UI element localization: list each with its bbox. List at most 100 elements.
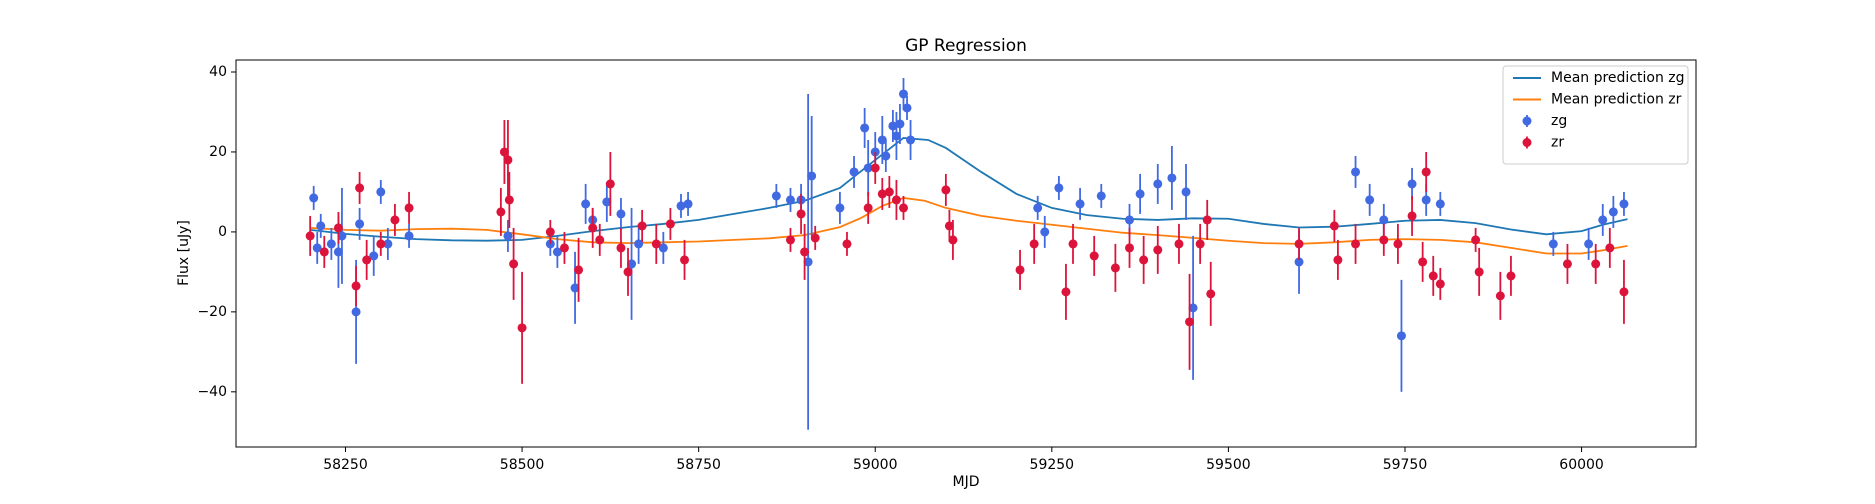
data-point	[948, 235, 958, 245]
chart-title: GP Regression	[905, 36, 1027, 56]
data-point	[623, 267, 633, 277]
data-point	[637, 221, 647, 231]
data-point	[1351, 167, 1361, 177]
data-point	[1605, 243, 1615, 253]
data-point	[870, 163, 880, 173]
data-point	[1181, 187, 1191, 197]
data-point	[898, 203, 908, 213]
data-point	[309, 193, 319, 203]
data-point	[849, 167, 859, 177]
data-point	[683, 199, 693, 209]
data-point	[902, 103, 912, 113]
data-point	[1061, 287, 1071, 297]
data-point	[891, 195, 901, 205]
legend-label: Mean prediction zg	[1551, 70, 1685, 86]
data-point	[333, 247, 343, 257]
data-point	[383, 239, 393, 249]
data-point	[355, 219, 365, 229]
data-point	[1591, 259, 1601, 269]
data-point	[1379, 215, 1389, 225]
data-point	[1421, 195, 1431, 205]
legend-marker	[1522, 138, 1532, 147]
legend-marker	[1522, 116, 1532, 126]
data-point	[877, 189, 887, 199]
x-tick-label: 59000	[853, 457, 898, 473]
data-point	[351, 281, 361, 291]
data-point	[552, 247, 562, 257]
data-point	[1174, 239, 1184, 249]
axes-frame	[235, 59, 1697, 448]
data-point	[616, 209, 626, 219]
data-point	[404, 231, 414, 241]
data-point	[1396, 331, 1406, 341]
data-point	[863, 163, 873, 173]
data-point	[559, 243, 569, 253]
data-point	[1294, 239, 1304, 249]
data-point	[1418, 257, 1428, 267]
legend-label: zg	[1551, 113, 1567, 129]
data-point	[517, 323, 527, 333]
data-point	[390, 215, 400, 225]
data-point	[369, 251, 379, 261]
data-point	[595, 235, 605, 245]
data-point	[376, 239, 386, 249]
data-point	[1294, 257, 1304, 267]
data-point	[1110, 263, 1120, 273]
data-point	[1407, 179, 1417, 189]
plot-area	[305, 77, 1629, 430]
data-point	[1153, 179, 1163, 189]
x-tick-label: 58250	[323, 457, 368, 473]
data-point	[1015, 265, 1025, 275]
legend: Mean prediction zg Mean prediction zr zg zr	[1502, 65, 1689, 165]
data-point	[602, 197, 612, 207]
data-point	[1125, 215, 1135, 225]
data-point	[1333, 255, 1343, 265]
data-point	[627, 259, 637, 269]
data-point	[906, 135, 916, 145]
y-tick-label: −40	[197, 384, 227, 400]
data-point	[1135, 189, 1145, 199]
x-tick-label: 58500	[500, 457, 545, 473]
data-point	[884, 187, 894, 197]
data-point	[1435, 279, 1445, 289]
data-point	[807, 171, 817, 181]
data-point	[1040, 227, 1050, 237]
legend-box	[1502, 65, 1689, 165]
data-point	[1619, 199, 1629, 209]
y-tick-label: 0	[218, 224, 227, 240]
data-point	[796, 209, 806, 219]
data-point	[351, 307, 361, 317]
data-point	[1185, 317, 1195, 327]
y-tick-label: −20	[197, 304, 227, 320]
data-point	[944, 221, 954, 231]
data-point	[877, 135, 887, 145]
data-point	[842, 239, 852, 249]
data-point	[305, 231, 315, 241]
x-axis-label: MJD	[953, 474, 980, 490]
data-point	[803, 257, 813, 267]
data-point	[316, 221, 326, 231]
data-point	[810, 233, 820, 243]
x-tick-label: 59500	[1206, 457, 1251, 473]
data-point	[496, 207, 506, 217]
data-point	[1506, 271, 1516, 281]
data-point	[1125, 243, 1135, 253]
data-point	[1206, 289, 1216, 299]
data-point	[319, 247, 329, 257]
data-point	[337, 231, 347, 241]
data-point	[1435, 199, 1445, 209]
data-point	[888, 121, 898, 131]
data-point	[588, 223, 598, 233]
data-point	[509, 259, 519, 269]
data-point	[941, 185, 951, 195]
data-point	[785, 235, 795, 245]
data-point	[1365, 195, 1375, 205]
data-point	[1167, 173, 1177, 183]
data-point	[1471, 235, 1481, 245]
x-tick-label: 59750	[1383, 457, 1428, 473]
x-tick-label: 60000	[1559, 457, 1604, 473]
data-point	[1068, 239, 1078, 249]
data-point	[1351, 239, 1361, 249]
data-point	[785, 195, 795, 205]
